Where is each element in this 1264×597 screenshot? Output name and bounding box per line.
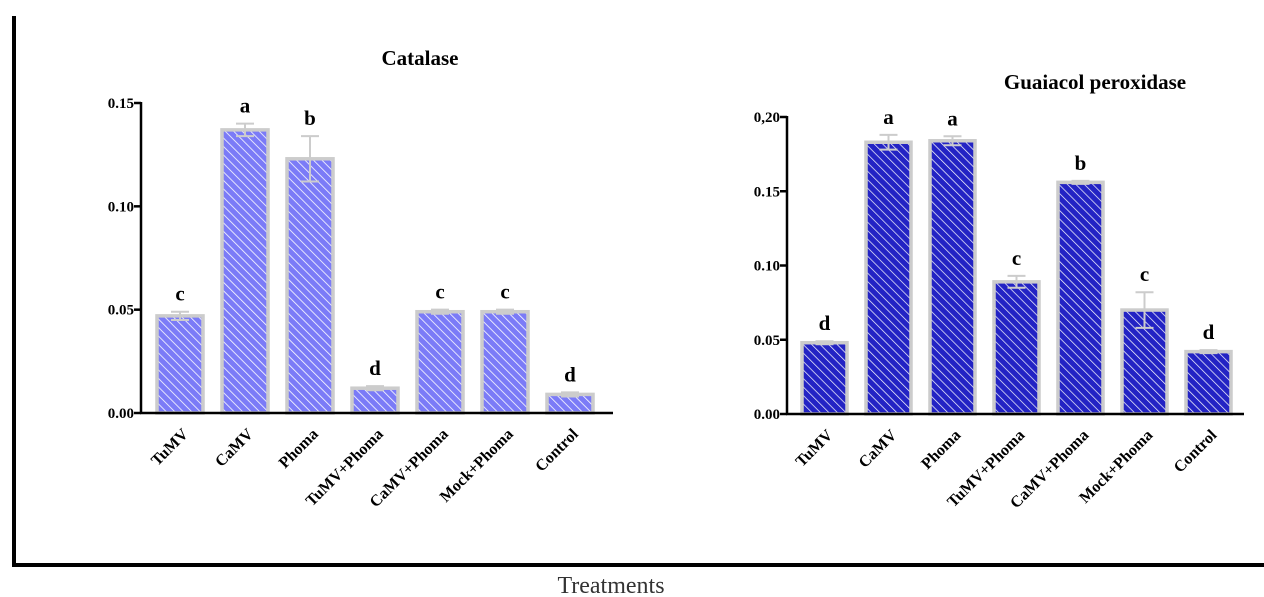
catalase-y-tick-label-2: 0.10: [108, 199, 134, 215]
catalase-significance-label-3: d: [369, 356, 381, 380]
guaiacol-peroxidase-chart: Guaiacol peroxidase dTuMVaCaMVaPhomacTuM…: [754, 70, 1244, 512]
gpx-bar-4: [1056, 180, 1105, 416]
gpx-significance-label-1: a: [883, 105, 894, 129]
gpx-bar-1: [864, 140, 913, 416]
gpx-y-tick-label-3: 0.15: [754, 184, 780, 200]
gpx-y-tick-label-0: 0.00: [754, 407, 780, 423]
gpx-y-tick-label-1: 0.05: [754, 333, 780, 349]
catalase-y-tick-label-0: 0.00: [108, 406, 134, 422]
gpx-bar-6: [1184, 349, 1233, 416]
catalase-category-label-0: TuMV: [148, 425, 192, 469]
catalase-axes: 0.00 0.05 0.10 0.15: [108, 96, 613, 422]
gpx-y-tick-label-2: 0.10: [754, 259, 780, 275]
catalase-bar-0: [155, 314, 205, 415]
catalase-bar-1: [220, 128, 270, 415]
catalase-bar-5: [480, 309, 530, 415]
figure-xlabel: Treatments: [557, 573, 664, 597]
catalase-category-label-6: Control: [532, 425, 582, 475]
gpx-category-label-1: CaMV: [856, 426, 901, 471]
guaiacol-peroxidase-axes: 0.00 0.05 0.10 0.15 0,20: [754, 110, 1244, 423]
gpx-bar-0: [800, 340, 849, 416]
guaiacol-peroxidase-title: Guaiacol peroxidase: [1004, 70, 1186, 94]
gpx-category-label-6: Control: [1171, 426, 1221, 476]
catalase-bar-2: [285, 157, 335, 415]
catalase-significance-label-0: c: [175, 282, 184, 306]
gpx-y-tick-label-4: 0,20: [754, 110, 780, 126]
gpx-significance-label-0: d: [819, 311, 831, 335]
catalase-y-tick-label-3: 0.15: [108, 96, 134, 112]
gpx-significance-label-3: c: [1012, 246, 1021, 270]
catalase-significance-label-5: c: [500, 280, 509, 304]
gpx-bar-3: [992, 280, 1041, 416]
catalase-bars: cTuMVaCaMVbPhomadTuMV+PhomacCaMV+PhomacM…: [148, 94, 595, 511]
catalase-chart: Catalase cTuMVaCaMVbPhomadTuMV+PhomacCaM…: [108, 46, 613, 511]
catalase-category-label-1: CaMV: [212, 425, 257, 470]
gpx-significance-label-4: b: [1075, 151, 1087, 175]
catalase-significance-label-1: a: [240, 94, 251, 118]
gpx-significance-label-6: d: [1203, 320, 1215, 344]
catalase-significance-label-4: c: [435, 280, 444, 304]
catalase-title: Catalase: [382, 46, 459, 70]
catalase-significance-label-6: d: [564, 362, 576, 386]
gpx-category-label-2: Phoma: [918, 427, 964, 473]
gpx-category-label-0: TuMV: [793, 426, 837, 470]
gpx-significance-label-5: c: [1140, 262, 1149, 286]
catalase-category-label-2: Phoma: [276, 426, 322, 472]
catalase-y-tick-label-1: 0.05: [108, 303, 134, 319]
gpx-significance-label-2: a: [947, 106, 958, 130]
gpx-bar-2: [928, 139, 977, 416]
catalase-bar-4: [415, 309, 465, 415]
guaiacol-peroxidase-bars: dTuMVaCaMVaPhomacTuMV+PhomabCaMV+PhomacM…: [793, 105, 1233, 512]
catalase-bar-3: [350, 386, 400, 415]
catalase-significance-label-2: b: [304, 106, 316, 130]
